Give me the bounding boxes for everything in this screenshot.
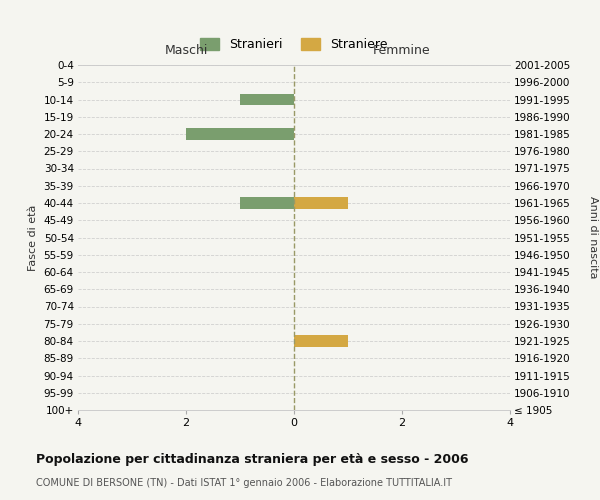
Text: Femmine: Femmine: [373, 44, 431, 57]
Bar: [240, 94, 294, 105]
Text: Popolazione per cittadinanza straniera per età e sesso - 2006: Popolazione per cittadinanza straniera p…: [36, 452, 469, 466]
Y-axis label: Anni di nascita: Anni di nascita: [587, 196, 598, 279]
Text: Maschi: Maschi: [164, 44, 208, 57]
Text: COMUNE DI BERSONE (TN) - Dati ISTAT 1° gennaio 2006 - Elaborazione TUTTITALIA.IT: COMUNE DI BERSONE (TN) - Dati ISTAT 1° g…: [36, 478, 452, 488]
Y-axis label: Fasce di età: Fasce di età: [28, 204, 38, 270]
Bar: [240, 198, 294, 208]
Bar: [294, 336, 348, 346]
Legend: Stranieri, Straniere: Stranieri, Straniere: [196, 34, 392, 56]
Bar: [186, 128, 294, 140]
Bar: [294, 198, 348, 208]
